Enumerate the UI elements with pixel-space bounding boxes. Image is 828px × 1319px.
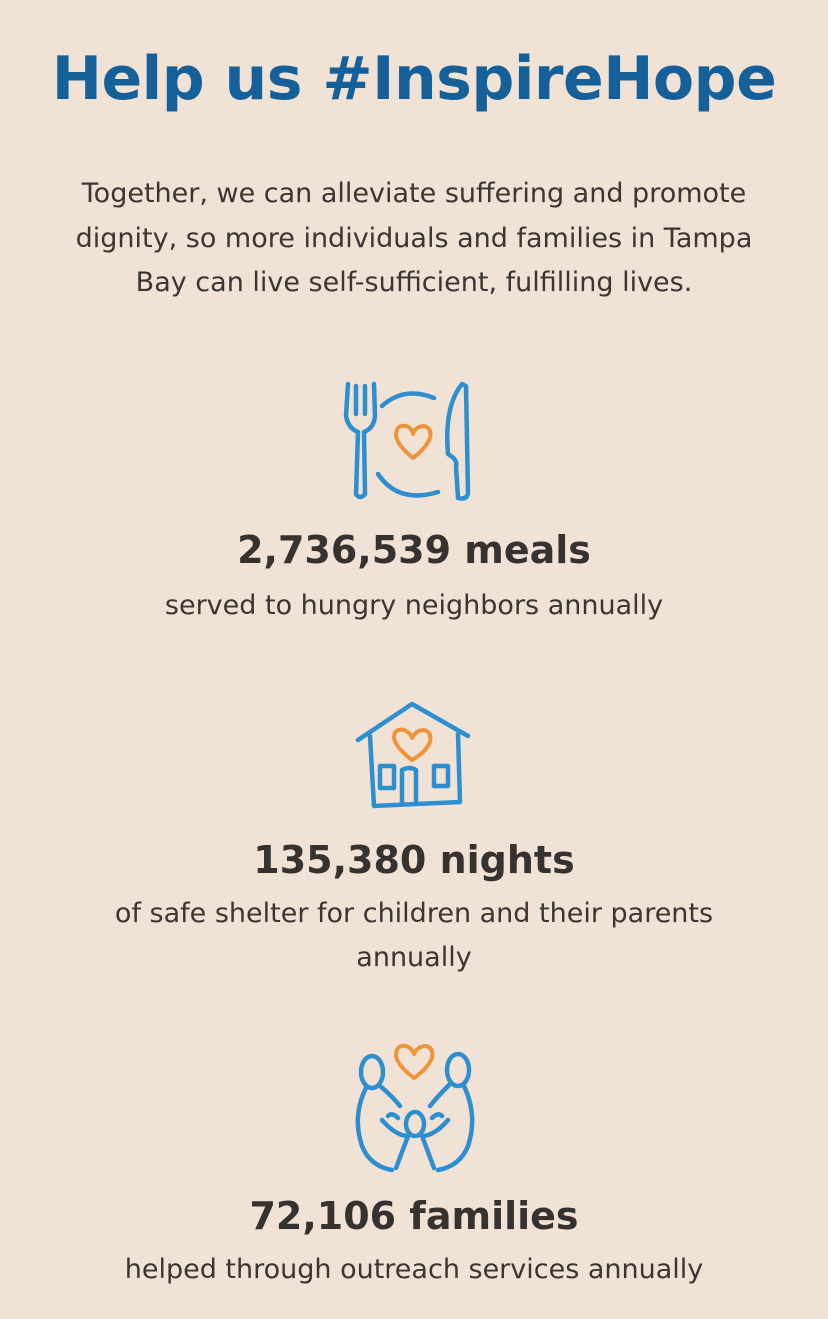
nights-stat-value: 135,380 nights [253, 838, 575, 882]
families-stat-description: helped through outreach services annuall… [124, 1254, 704, 1285]
intro-text: Together, we can alleviate suffering and… [75, 178, 753, 298]
families-stat-value: 72,106 families [249, 1194, 579, 1238]
house-heart-icon [355, 701, 471, 809]
meals-stat-description: served to hungry neighbors annually [164, 590, 664, 621]
nights-stat-description: of safe shelter for children and their p… [114, 898, 714, 973]
meals-stat-value: 2,736,539 meals [237, 528, 591, 572]
page-title: Help us #InspireHope [51, 44, 777, 114]
family-heart-icon [355, 1043, 475, 1173]
plate-fork-knife-heart-icon [343, 381, 471, 501]
